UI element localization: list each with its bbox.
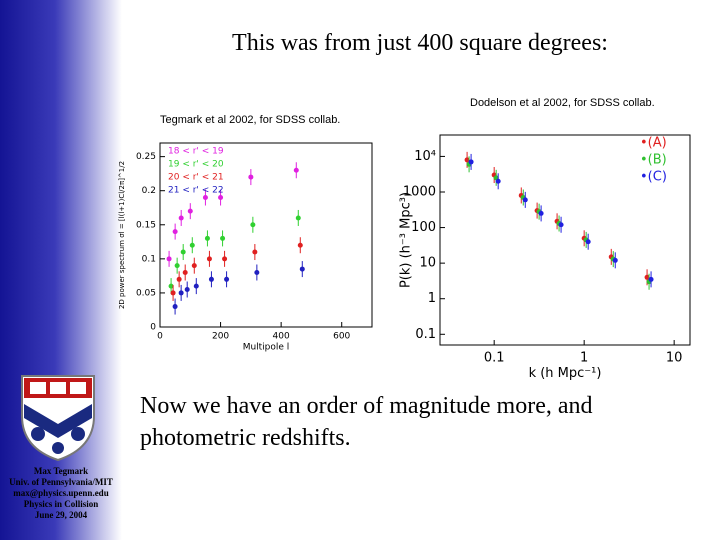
y-tick-label: 1000 xyxy=(403,184,436,199)
y-tick-label: 1 xyxy=(428,291,436,306)
legend-label: •(C) xyxy=(640,170,667,185)
data-point xyxy=(172,229,178,235)
x-tick-label: 0.1 xyxy=(484,351,505,366)
shield xyxy=(21,375,95,462)
x-axis-label: k (h Mpc⁻¹) xyxy=(529,366,602,381)
slide-body: Now we have an order of magnitude more, … xyxy=(140,393,593,451)
data-point xyxy=(180,249,186,255)
data-point xyxy=(166,256,172,262)
footer: Max Tegmark Univ. of Pennsylvania/MIT max@… xyxy=(0,466,122,521)
y-tick-label: 0.1 xyxy=(415,327,436,342)
data-point xyxy=(558,222,564,228)
data-point xyxy=(208,276,214,282)
data-point xyxy=(176,276,182,282)
footer-line: Max Tegmark xyxy=(33,466,89,476)
y-tick-label: 100 xyxy=(411,220,436,235)
data-point xyxy=(222,256,228,262)
legend-label: 20 < r' < 21 xyxy=(168,173,224,183)
y-tick-label: 0.25 xyxy=(136,152,156,162)
data-point xyxy=(297,242,303,248)
plot-frame xyxy=(159,142,373,328)
data-point xyxy=(295,215,301,221)
data-point xyxy=(468,159,474,165)
data-point xyxy=(648,276,654,282)
data-point xyxy=(168,283,174,289)
data-point xyxy=(189,242,195,248)
figure: Tegmark et al 2002, for SDSS collab. 0 0.0… xyxy=(118,114,373,352)
data-point xyxy=(187,208,193,214)
data-point xyxy=(204,235,210,241)
data-point xyxy=(495,178,501,184)
data-point xyxy=(250,222,256,228)
data-point xyxy=(172,304,178,310)
data-point xyxy=(184,287,190,293)
plot-frame xyxy=(439,134,691,346)
x-tick-label: 400 xyxy=(273,332,290,342)
slide-title: This was from just 400 square degrees: xyxy=(232,30,608,56)
chart-caption: Tegmark et al 2002, for SDSS collab. xyxy=(160,114,340,126)
data-point xyxy=(178,290,184,296)
y-tick-label: 0.05 xyxy=(136,288,156,298)
x-tick-label: 10 xyxy=(666,351,683,366)
legend-label: •(B) xyxy=(640,153,667,168)
footer-line: max@physics.upenn.edu xyxy=(13,488,109,498)
data-point xyxy=(174,263,180,269)
data-point xyxy=(224,276,230,282)
data-point xyxy=(522,197,528,203)
x-axis-label: Multipole l xyxy=(243,342,290,352)
y-tick-label: 0 xyxy=(150,323,156,333)
data-point xyxy=(612,257,618,263)
data-point xyxy=(538,210,544,216)
y-tick-label: 0.1 xyxy=(142,254,156,264)
data-point xyxy=(218,195,224,201)
legend-label: 19 < r' < 20 xyxy=(168,160,224,170)
data-point xyxy=(182,269,188,275)
data-point xyxy=(220,235,226,241)
chart-caption: Dodelson et al 2002, for SDSS collab. xyxy=(470,97,655,109)
data-point xyxy=(191,263,197,269)
data-point xyxy=(464,157,470,163)
legend-label: 18 < r' < 19 xyxy=(168,147,224,157)
x-tick-label: 600 xyxy=(333,332,350,342)
data-point xyxy=(252,249,258,255)
data-point xyxy=(644,274,650,280)
x-tick-label: 0 xyxy=(157,332,163,342)
legend-label: 21 < r' < 22 xyxy=(168,186,224,196)
data-point xyxy=(254,269,260,275)
legend-label: •(A) xyxy=(640,136,667,151)
y-tick-label: 0.15 xyxy=(136,220,156,230)
x-tick-label: 1 xyxy=(580,351,588,366)
data-point xyxy=(248,174,254,180)
x-tick-label: 200 xyxy=(212,332,229,342)
data-point xyxy=(299,266,305,272)
y-tick-label: 10⁴ xyxy=(414,149,436,164)
data-point xyxy=(178,215,184,221)
y-axis-label: 2D power spectrum σl = [l(l+1)Cl/2π]^1/2 xyxy=(118,161,126,309)
y-axis-label: P(k) (h⁻³ Mpc³) xyxy=(399,192,414,288)
footer-line: June 29, 2004 xyxy=(34,510,88,520)
data-point xyxy=(193,283,199,289)
data-point xyxy=(170,290,176,296)
footer-line: Univ. of Pennsylvania/MIT xyxy=(9,477,113,487)
data-point xyxy=(202,195,208,201)
footer-line: Physics in Collision xyxy=(23,499,99,509)
data-point xyxy=(293,167,299,173)
data-point xyxy=(585,239,591,245)
data-point xyxy=(206,256,212,262)
y-tick-label: 0.2 xyxy=(142,186,156,196)
y-tick-label: 10 xyxy=(419,256,436,271)
figure: Dodelson et al 2002, for SDSS collab. 0.1… xyxy=(399,97,691,381)
